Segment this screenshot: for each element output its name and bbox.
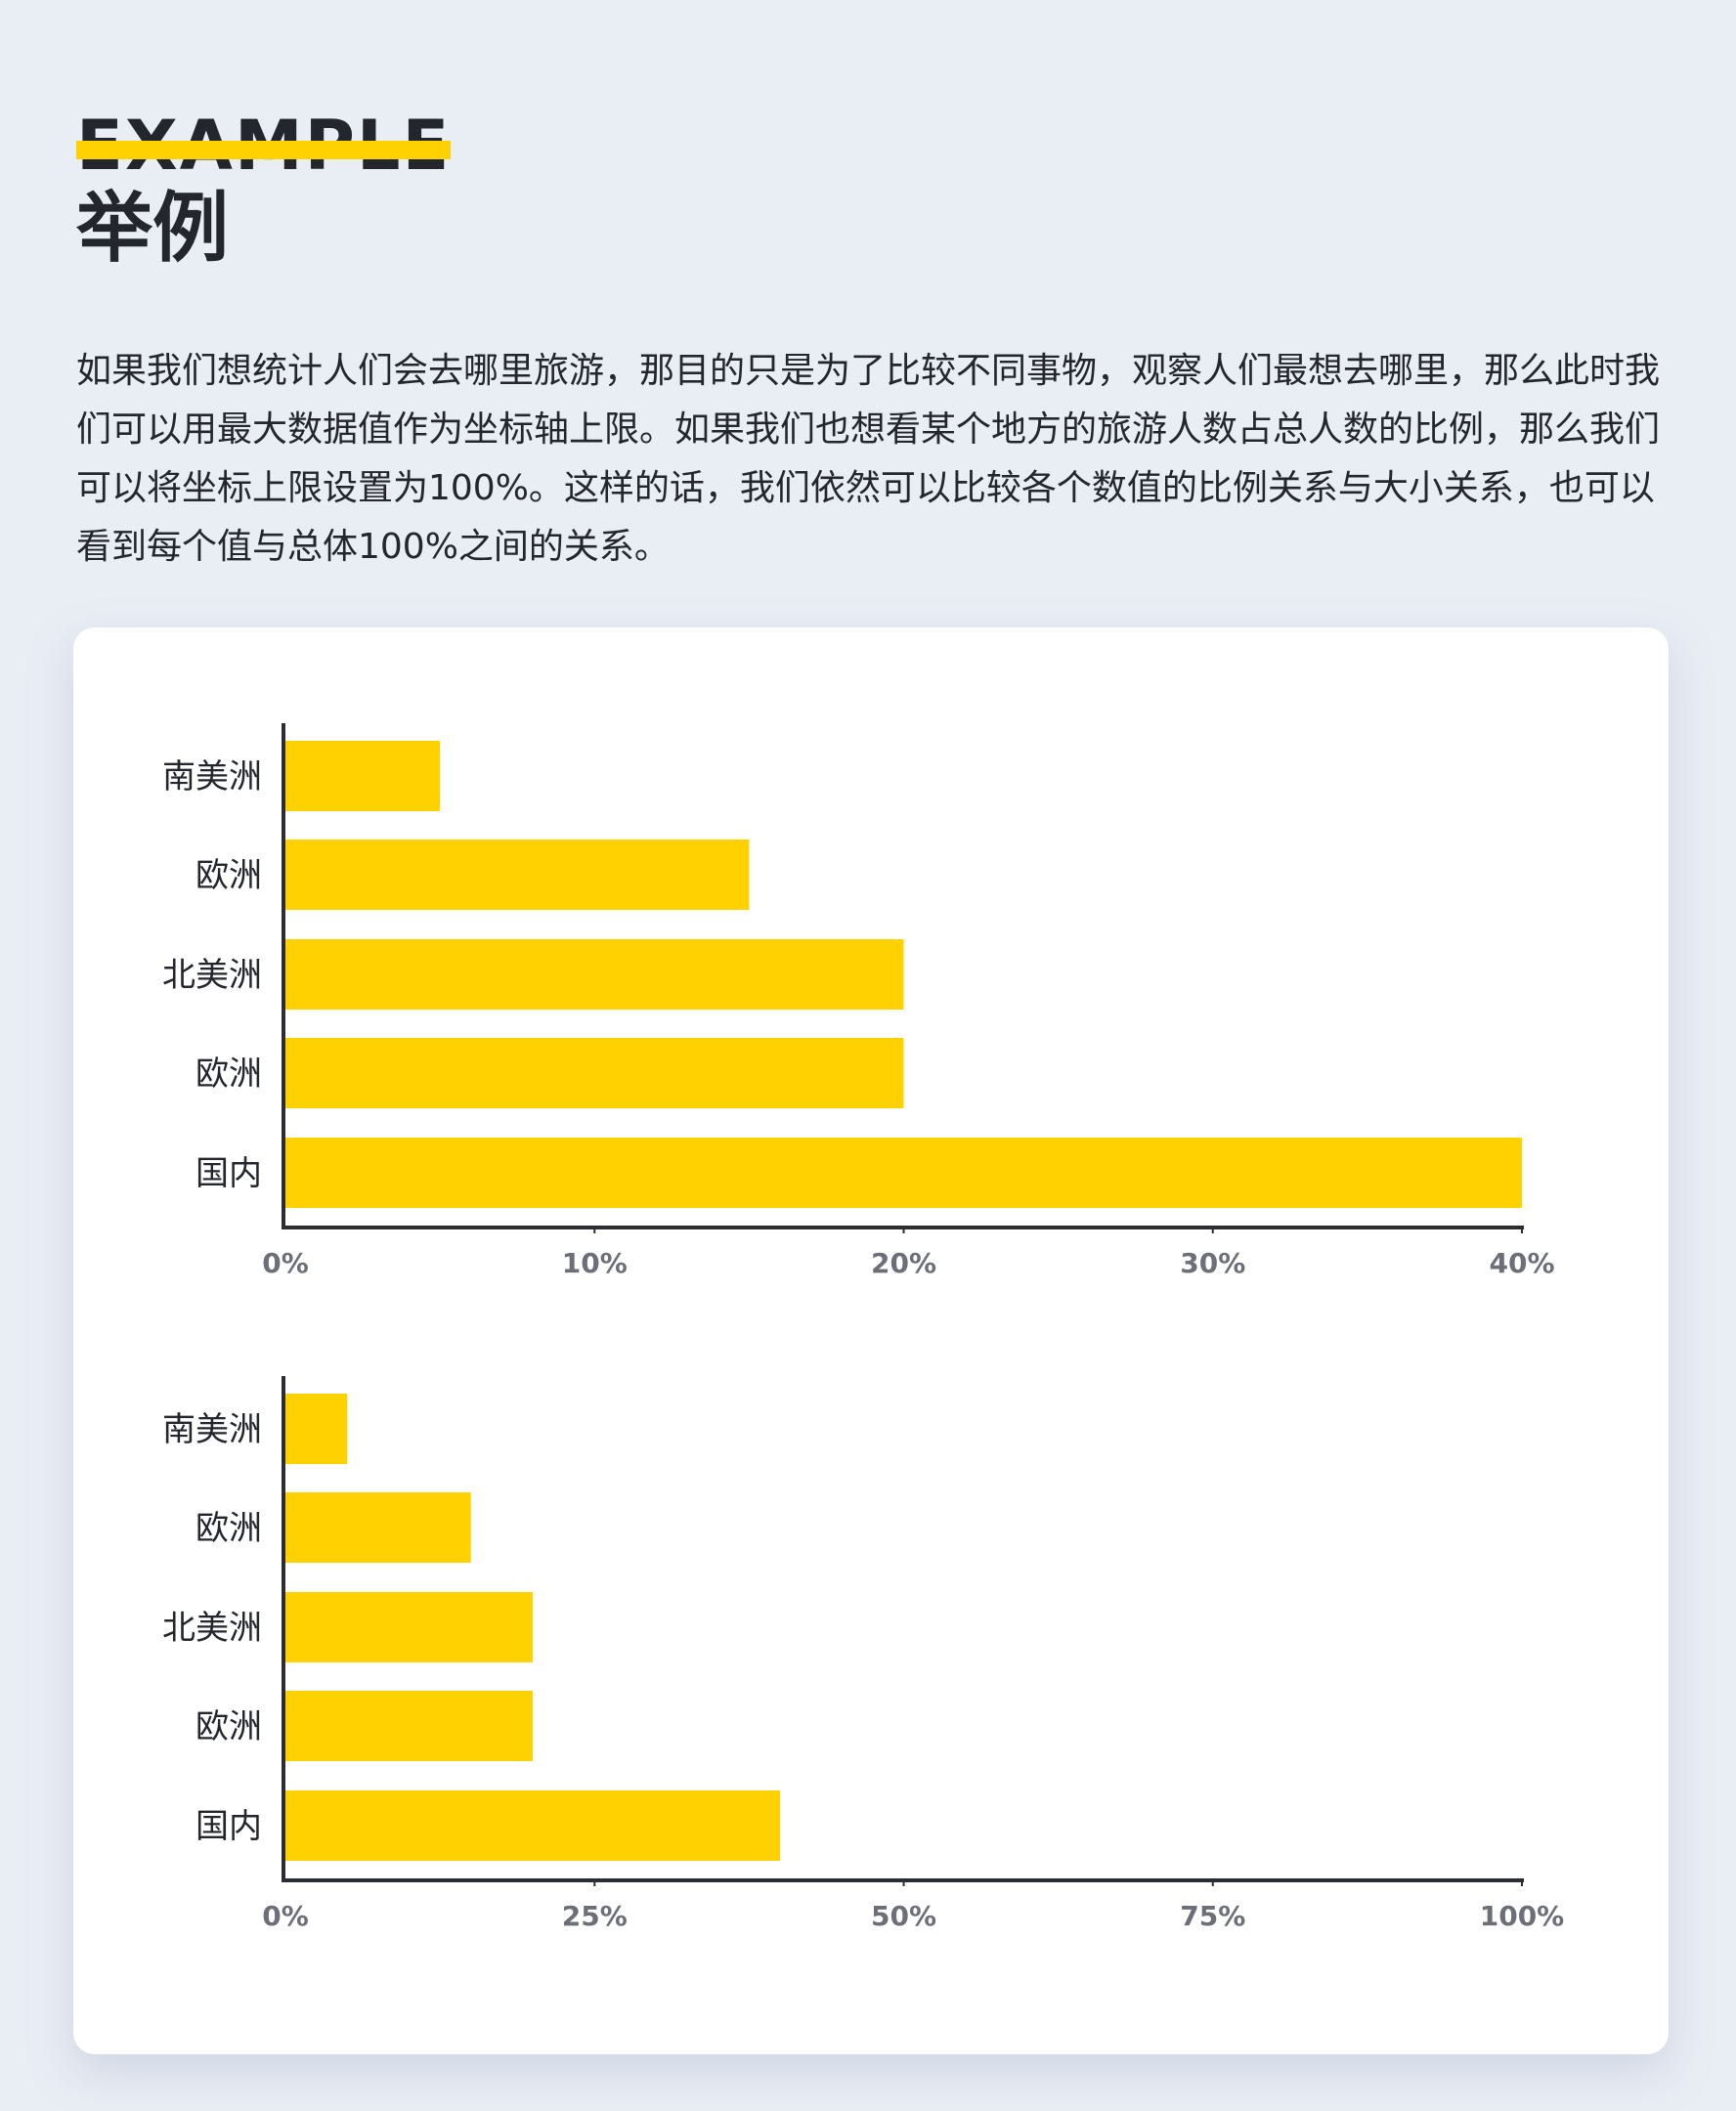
x-tick-label: 10% bbox=[562, 1247, 628, 1279]
category-label: 欧洲 bbox=[195, 1707, 262, 1746]
bar-1 bbox=[285, 741, 441, 811]
category-label: 北美洲 bbox=[162, 1609, 262, 1648]
bar-3 bbox=[285, 1592, 533, 1662]
eyebrow: EXAMPLE bbox=[76, 106, 452, 186]
category-label: 南美洲 bbox=[162, 1410, 262, 1449]
bar-1 bbox=[285, 1394, 348, 1464]
page-title: 举例 bbox=[76, 185, 230, 273]
x-tick-label: 50% bbox=[871, 1900, 936, 1932]
category-label: 国内 bbox=[195, 1807, 262, 1846]
category-label: 欧洲 bbox=[195, 856, 262, 895]
x-tick-label: 20% bbox=[871, 1247, 936, 1279]
x-tick-label: 0% bbox=[262, 1900, 309, 1932]
x-tick-label: 30% bbox=[1180, 1247, 1245, 1279]
bar-2 bbox=[285, 1492, 471, 1563]
bar-2 bbox=[285, 840, 750, 910]
description-paragraph: 如果我们想统计人们会去哪里旅游，那目的只是为了比较不同事物，观察人们最想去哪里，… bbox=[76, 351, 1661, 567]
bar-5 bbox=[285, 1138, 1522, 1208]
category-label: 南美洲 bbox=[162, 757, 262, 797]
x-tick-label: 75% bbox=[1180, 1900, 1245, 1932]
x-tick-label: 40% bbox=[1489, 1247, 1554, 1279]
heading: EXAMPLE 举例 bbox=[76, 106, 452, 274]
category-label: 国内 bbox=[195, 1154, 262, 1193]
chart-card: 南美洲 欧洲 北美洲 欧洲 国内 0% 10% 20% 30% 40% 南美洲 欧洲 北美洲 欧洲 国内 0… bbox=[73, 627, 1669, 2054]
x-tick-label: 0% bbox=[262, 1247, 309, 1279]
bar-4 bbox=[285, 1038, 904, 1108]
bar-4 bbox=[285, 1691, 533, 1761]
eyebrow-highlight-bar bbox=[76, 141, 452, 159]
category-label: 欧洲 bbox=[195, 1055, 262, 1094]
category-label: 欧洲 bbox=[195, 1509, 262, 1548]
x-tick-label: 25% bbox=[562, 1900, 628, 1932]
bar-3 bbox=[285, 939, 904, 1010]
bar-5 bbox=[285, 1790, 780, 1861]
category-label: 北美洲 bbox=[162, 956, 262, 995]
x-tick-label: 100% bbox=[1480, 1900, 1565, 1932]
